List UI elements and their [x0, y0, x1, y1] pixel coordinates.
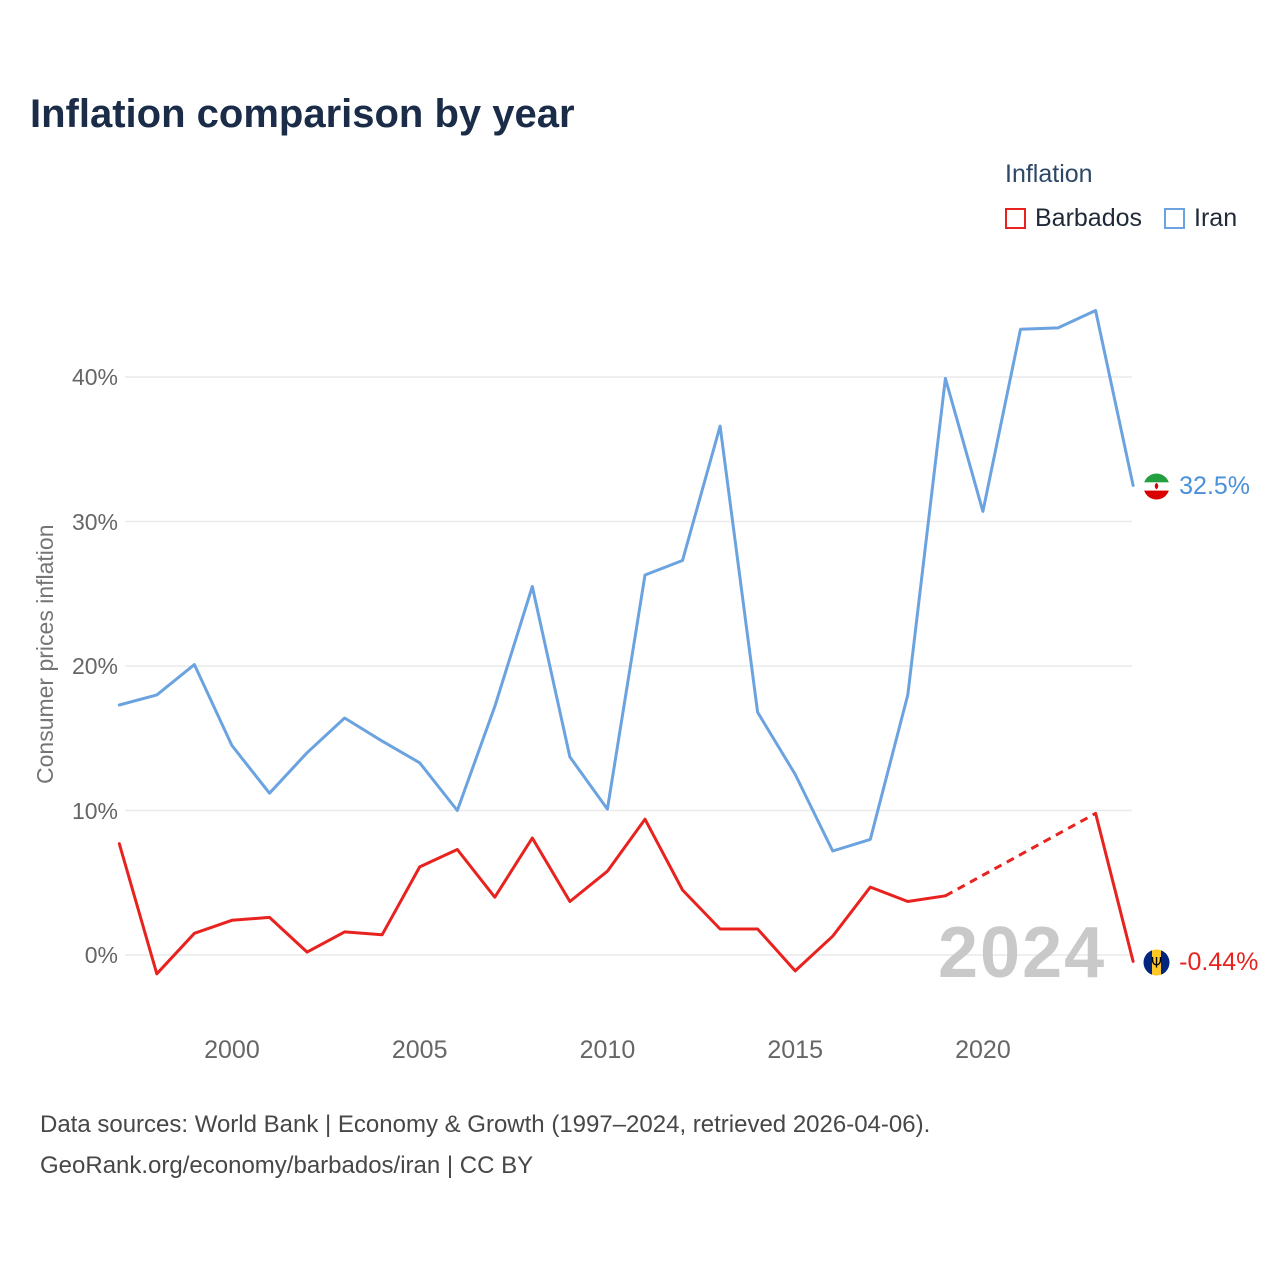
legend-item-barbados[interactable]: Barbados [1005, 204, 1142, 233]
footer: Data sources: World Bank | Economy & Gro… [40, 1104, 930, 1186]
barbados-line-dashed [944, 812, 1097, 898]
chart-title: Inflation comparison by year [30, 92, 575, 136]
x-tick-label: 2010 [579, 1036, 636, 1064]
y-tick-label: 10% [71, 797, 118, 824]
watermark-year: 2024 [938, 913, 1107, 993]
iran-end-marker: 32.5% [1143, 472, 1250, 501]
iran-flag-icon [1143, 473, 1170, 500]
x-tick-label: 2015 [767, 1036, 823, 1064]
iran-end-value: 32.5% [1179, 471, 1251, 500]
x-tick-label: 2005 [391, 1036, 448, 1064]
barbados-end-value: -0.44% [1179, 947, 1259, 976]
barbados-line [117, 811, 1135, 976]
y-tick-label: 40% [71, 364, 118, 390]
barbados-flag-icon: Ψ [1143, 949, 1170, 976]
barbados-end-marker: Ψ -0.44% [1143, 948, 1258, 977]
legend-label-iran: Iran [1194, 204, 1238, 232]
legend: Inflation Barbados Iran [1005, 160, 1237, 233]
legend-swatch-barbados [1005, 208, 1026, 229]
x-tick-label: 2000 [204, 1036, 260, 1064]
y-tick-label: 0% [84, 942, 118, 968]
y-tick-label: 20% [71, 653, 118, 679]
svg-text:Ψ: Ψ [1151, 955, 1162, 971]
legend-items: Barbados Iran [1005, 204, 1237, 233]
footer-attribution: GeoRank.org/economy/barbados/iran | CC B… [40, 1152, 534, 1179]
legend-label-barbados: Barbados [1035, 204, 1143, 232]
legend-item-iran[interactable]: Iran [1164, 204, 1237, 233]
legend-swatch-iran [1164, 208, 1186, 229]
x-tick-label: 2020 [955, 1036, 1011, 1064]
iran-line [117, 309, 1135, 853]
legend-title: Inflation [1005, 160, 1093, 188]
footer-sources: Data sources: World Bank | Economy & Gro… [40, 1111, 931, 1138]
y-tick-label: 30% [71, 508, 118, 535]
